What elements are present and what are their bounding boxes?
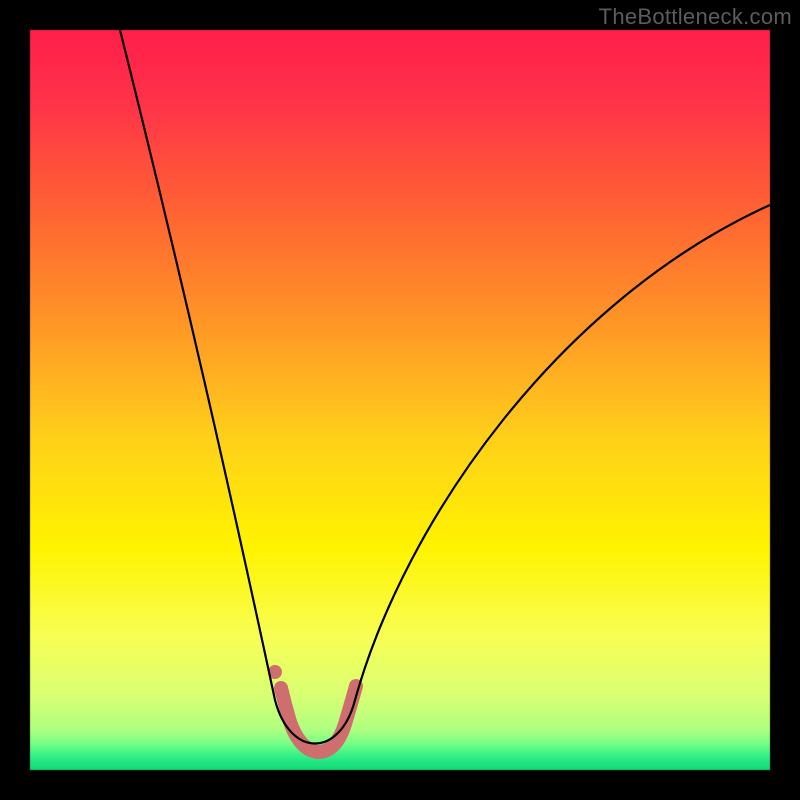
watermark-text: TheBottleneck.com <box>599 4 792 30</box>
optimal-marker-band <box>281 686 356 752</box>
bottleneck-curve <box>120 30 770 744</box>
chart-container: { "watermark": { "text": "TheBottleneck.… <box>0 0 800 800</box>
curve-overlay <box>0 0 800 800</box>
